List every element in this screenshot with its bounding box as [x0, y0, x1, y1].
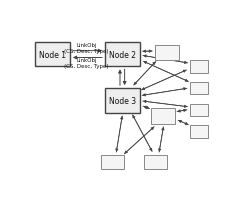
Bar — [144, 155, 167, 169]
Bar — [101, 155, 124, 169]
Bar — [105, 42, 140, 67]
Text: Node 2: Node 2 — [109, 50, 136, 59]
Bar — [155, 46, 178, 61]
Bar — [105, 89, 140, 113]
Text: Node 1: Node 1 — [39, 50, 66, 59]
Bar — [190, 83, 208, 95]
Bar — [35, 42, 70, 67]
Text: LinkObj
(CS, Desc, Type): LinkObj (CS, Desc, Type) — [64, 42, 109, 53]
Text: LinkObj
(CS, Desc, Type): LinkObj (CS, Desc, Type) — [64, 58, 109, 69]
Bar — [190, 61, 208, 73]
Bar — [190, 126, 208, 138]
Bar — [190, 104, 208, 116]
Text: Node 3: Node 3 — [109, 97, 136, 105]
Bar — [152, 109, 174, 124]
